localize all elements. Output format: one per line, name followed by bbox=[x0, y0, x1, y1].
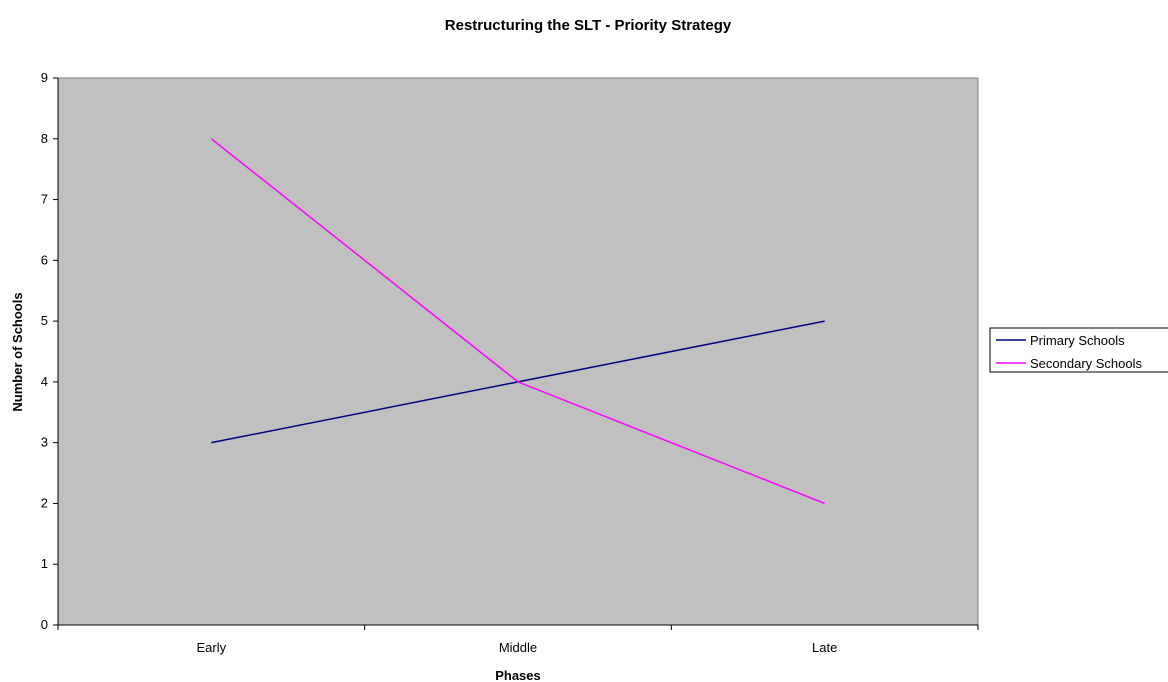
y-tick-label: 8 bbox=[41, 131, 48, 146]
y-tick-label: 6 bbox=[41, 252, 48, 267]
y-tick-label: 2 bbox=[41, 495, 48, 510]
y-tick-label: 4 bbox=[41, 374, 48, 389]
legend: Primary Schools Secondary Schools bbox=[989, 327, 1168, 373]
y-tick-label: 7 bbox=[41, 192, 48, 207]
legend-label-primary: Primary Schools bbox=[1030, 333, 1125, 348]
y-tick-label: 3 bbox=[41, 435, 48, 450]
y-tick-label: 5 bbox=[41, 313, 48, 328]
y-axis: 0 1 2 3 4 5 6 7 8 9 bbox=[41, 70, 59, 632]
chart-title: Restructuring the SLT - Priority Strateg… bbox=[445, 17, 732, 34]
y-tick-label: 1 bbox=[41, 556, 48, 571]
y-tick-label: 9 bbox=[41, 70, 48, 85]
y-axis-title: Number of Schools bbox=[10, 292, 25, 411]
series-line-secondary bbox=[210, 138, 825, 505]
plot-area bbox=[57, 77, 979, 626]
legend-box bbox=[989, 327, 1168, 373]
y-tick-label: 0 bbox=[41, 617, 48, 632]
x-tick-label: Early bbox=[197, 640, 227, 655]
legend-label-secondary: Secondary Schools bbox=[1030, 356, 1143, 371]
x-axis: Early Middle Late bbox=[57, 624, 979, 655]
series-layer bbox=[210, 138, 825, 505]
x-tick-label: Middle bbox=[499, 640, 537, 655]
x-axis-title: Phases bbox=[495, 668, 541, 682]
x-tick-label: Late bbox=[812, 640, 837, 655]
